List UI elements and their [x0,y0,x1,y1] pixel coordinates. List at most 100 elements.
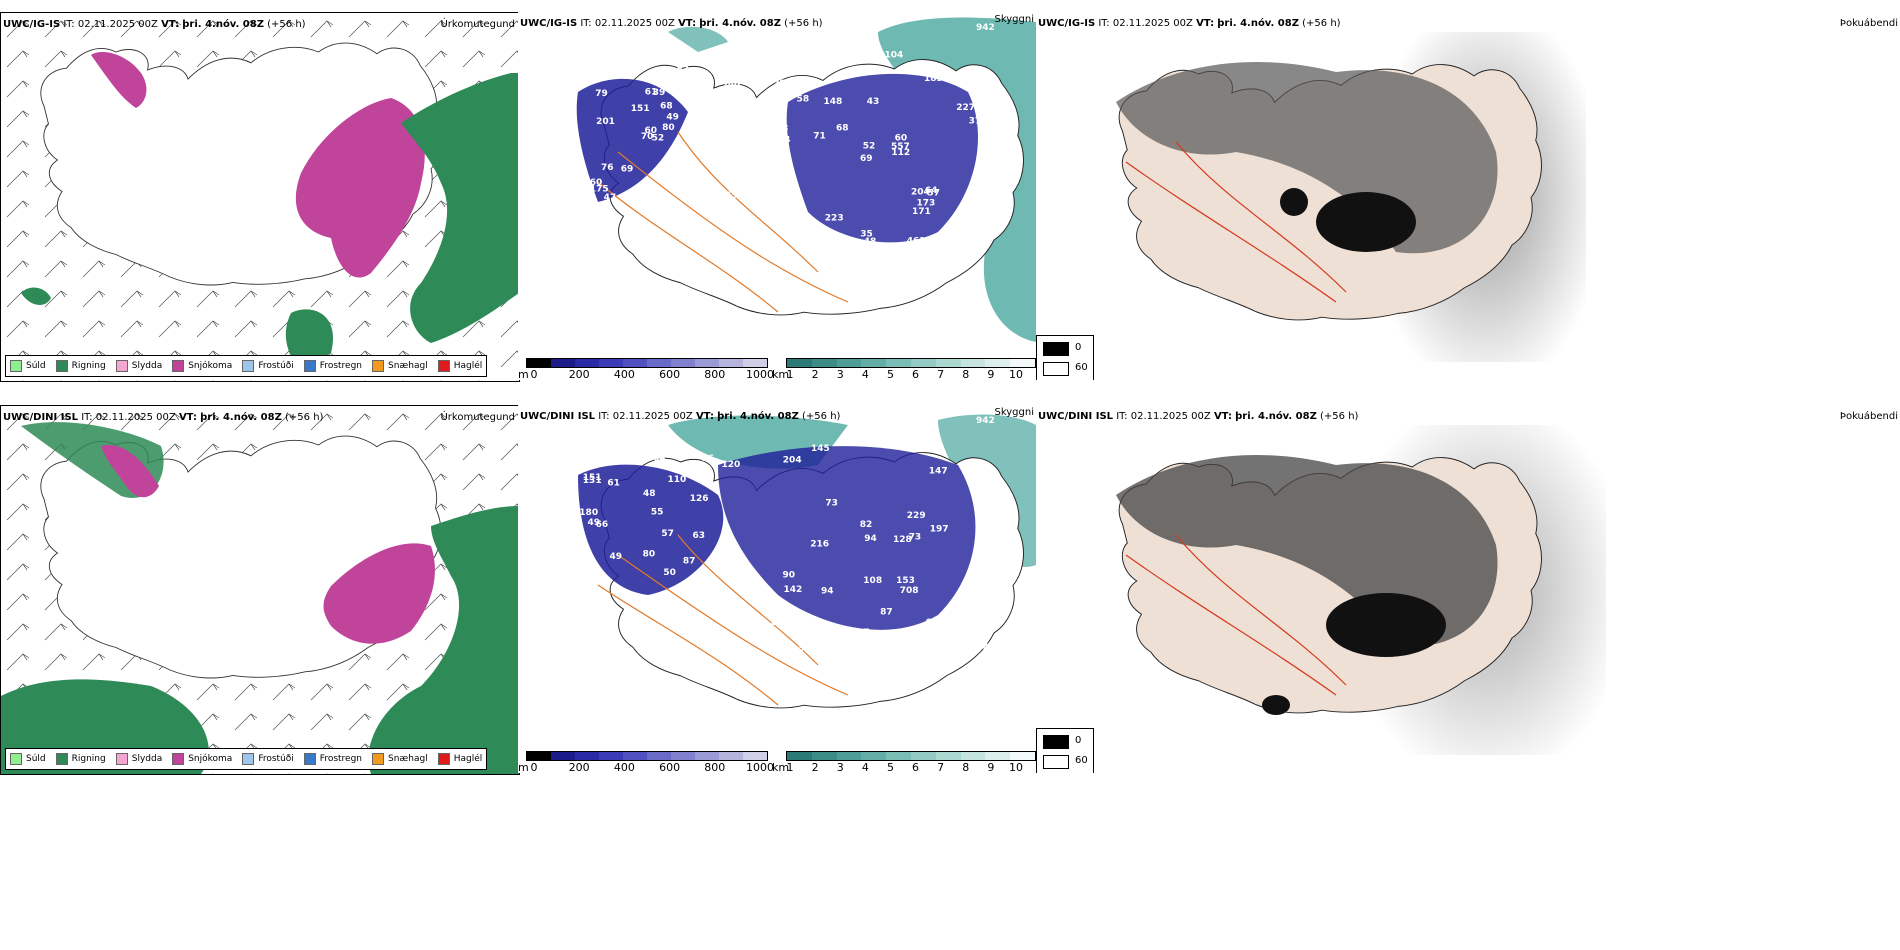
colorbar-segment [695,359,719,367]
visibility-value-label: 112 [891,148,910,158]
visibility-value-label: 942 [976,23,995,33]
colorbar-tick-label: 800 [704,368,726,380]
colorbar-segment [836,359,862,367]
visibility-value-label: 566 [967,469,986,479]
vt-label: VT: [161,19,180,30]
cloudbase-scale [526,751,768,761]
cloudbase-colorbar: m 0 200 400 600 800 1000 [518,358,774,380]
visibility-unit: km [772,368,790,380]
legend-item: Súld [10,360,46,372]
colorbar-segment [910,752,936,760]
legend-label: Slydda [131,361,163,371]
legend-swatch [372,360,385,372]
it-label: IT: [1098,18,1110,29]
colorbar-segment [647,359,671,367]
fog-index-min-small [1280,188,1308,216]
visibility-value-label: 708 [900,586,919,596]
legend-item: Slydda [115,360,163,372]
vt-value: þri. 4.nóv. 08Z [200,412,282,423]
visibility-value-label: 70 [641,132,654,142]
visibility-value-label: 71 [604,62,617,72]
colorbar-tick-label: 1 [786,761,794,773]
legend-label: Súld [26,361,46,371]
legend-swatch [55,753,68,765]
precip-map-row2 [1,406,519,774]
fog-dark-swatch [1043,735,1069,749]
model-name: UWC/DINI ISL [520,411,596,422]
colorbar-segment [647,752,671,760]
fog-title: Þokuábendi [1839,411,1898,422]
road-network [1125,534,1347,696]
visibility-value-label: 44 [835,633,848,643]
it-value: 02.11.2025 00Z [1130,411,1211,422]
visibility-value-label: 204 [911,187,930,197]
sea-visibility-north [668,26,728,52]
colorbar-tick-label: 4 [861,368,869,380]
visibility-value-label: 341 [884,630,903,640]
colorbar-tick-label: 200 [568,761,590,773]
low-cloud-east [718,446,976,630]
legend-item: Haglél [437,753,482,765]
colorbar-segment [985,752,1011,760]
legend-item: Frostúði [242,753,294,765]
visibility-value-label: 147 [929,467,948,477]
visibility-value-label: 557 [891,142,910,152]
legend-item: Frostregn [303,360,362,372]
visibility-value-label: 94 [778,136,791,146]
visibility-value-label: 348 [787,263,806,273]
visibility-value-label: 69 [860,154,873,164]
visibility-title: Skyggni [994,407,1034,418]
precip-title: Úrkomutegund [440,412,515,423]
legend-item: Frostúði [242,360,294,372]
colorbar-tick-label: 7 [937,368,945,380]
vt-label: VT: [678,18,697,29]
cloudbase-colorbar: m 0 200 400 600 800 1000 [518,751,774,773]
visibility-unit: km [772,761,790,773]
colorbar-segment [527,359,551,367]
colorbar-segment [623,752,647,760]
legend-item: Haglél [437,360,482,372]
precip-map-row1 [1,13,519,381]
fog-panel-row1: Þokuábendi 0 60 [1036,12,1900,380]
lead-time: (+56 h) [285,412,324,423]
visibility-value-label: 120 [933,658,952,668]
colorbar-tick-label: 0 [530,761,538,773]
vt-label: VT: [695,411,714,422]
colorbar-segment [861,359,887,367]
legend-swatch [303,753,316,765]
model-name: UWC/IG-IS [1038,18,1096,29]
visibility-value-label: 102 [679,77,698,87]
colorbar-segment [743,359,767,367]
legend-item: Rigning [55,753,106,765]
visibility-value-label: 128 [893,535,912,545]
visibility-value-label: 155 [719,191,738,201]
visibility-value-label: 94 [821,587,834,597]
colorbar-segment [719,359,743,367]
visibility-value-label: 57 [927,189,940,199]
colorbar-tick-label: 9 [987,368,995,380]
precip-title: Úrkomutegund [440,19,515,30]
colorbar-tick-label: 600 [659,761,681,773]
visibility-value-label: 108 [863,576,882,586]
snow-area-nw [91,52,147,108]
colorbar-segment [787,359,812,367]
header-row1-visibility: UWC/IG-IS IT: 02.11.2025 00Z VT: þri. 4.… [520,18,823,29]
visibility-value-label: 64 [925,186,938,196]
fog-index-min [1316,192,1416,252]
visibility-value-label: 49 [588,518,601,528]
legend-swatch [372,753,385,765]
header-row1-precip: UWC/IG-IS IT: 02.11.2025 00Z VT: þri. 4.… [3,19,306,30]
visibility-map-row1: 942 52 79 60 60 49 69 63 39 102 80 71 155 201 280 70 43 4… [576,17,1036,342]
legend-swatch [172,753,185,765]
colorbar-segment [985,359,1011,367]
rain-area-east [368,506,519,774]
legend-swatch [10,753,22,765]
visibility-value-label: 66 [596,520,609,530]
colorbar-segment [671,359,695,367]
visibility-value-label: 61 [645,88,658,98]
colorbar-tick-label: 3 [836,368,844,380]
visibility-value-label: 153 [896,576,915,586]
legend-item: Slydda [115,753,162,765]
colorbar-segment [1010,359,1035,367]
colorbar-segment [719,752,743,760]
